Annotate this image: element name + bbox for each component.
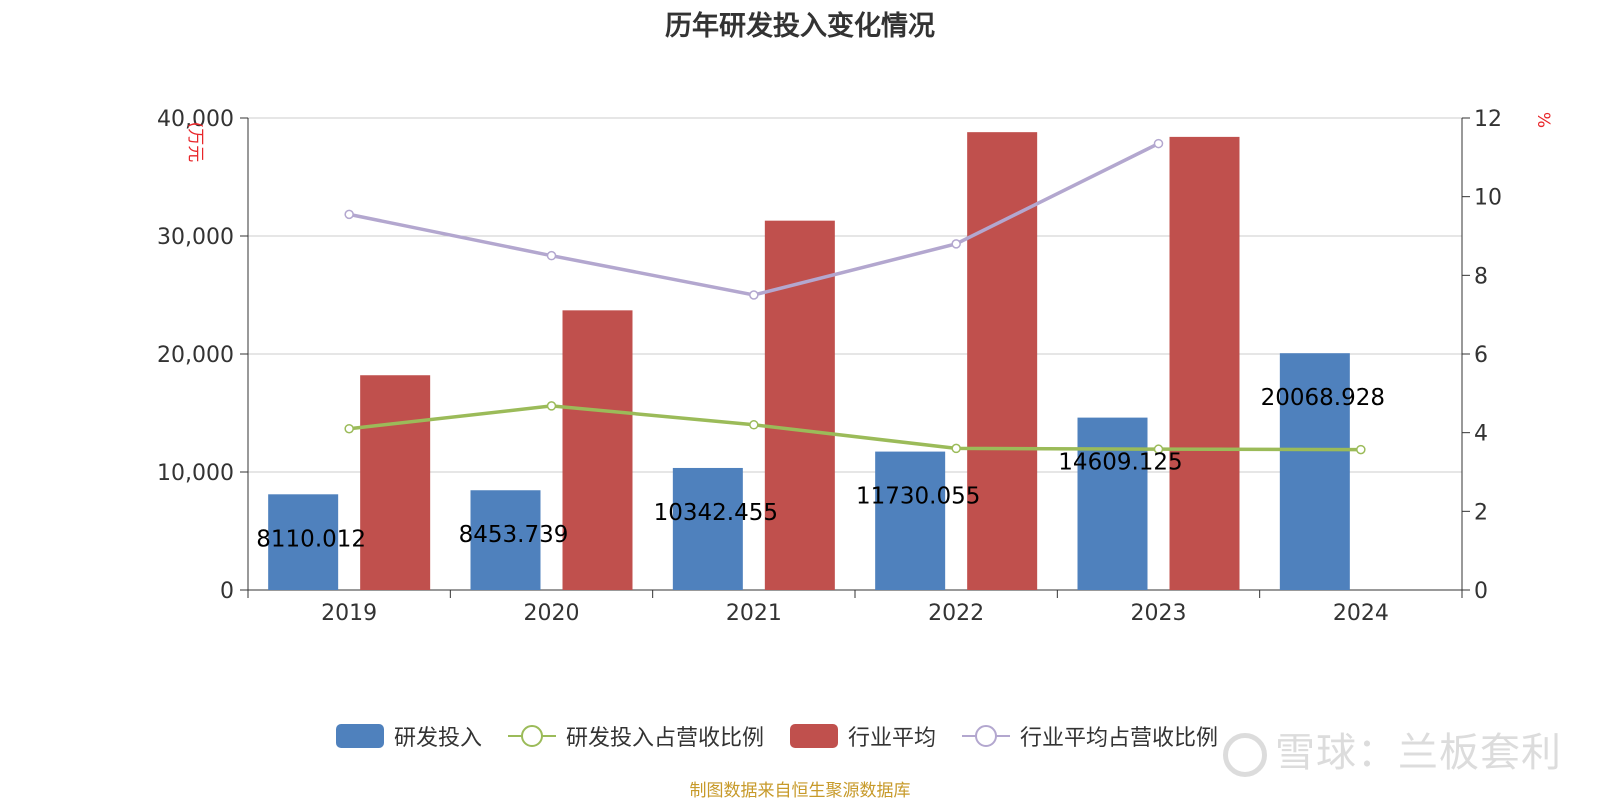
bar-rd-investment [470,490,541,590]
bar-data-label: 8110.012 [256,526,366,552]
bar-data-label: 11730.055 [856,484,980,510]
y-left-tick-label: 30,000 [157,225,234,250]
y-right-tick-label: 0 [1474,579,1488,604]
bar-data-label: 10342.455 [654,500,778,526]
legend-item-industry-average[interactable]: 行业平均 [790,720,936,752]
line-point-industry-ratio [344,209,354,220]
y-left-tick-label: 20,000 [157,343,234,368]
legend-item-rd-investment[interactable]: 研发投入 [336,720,482,752]
line-point-rd-ratio [344,423,354,434]
watermark: 雪球：兰板套利 [1223,720,1562,778]
legend-label: 行业平均 [848,726,937,751]
y-left-tick-label: 10,000 [157,461,234,486]
series-line-rd-ratio [348,404,1361,452]
line-point-rd-ratio [1153,444,1164,454]
legend-item-rd-ratio[interactable]: 研发投入占营收比例 [508,720,764,752]
line-point-rd-ratio [546,401,557,411]
line-point-rd-ratio [1356,444,1366,455]
y-right-tick-label: 4 [1474,422,1488,447]
x-tick-label: 2020 [524,601,580,626]
legend-label: 研发投入 [394,726,483,751]
x-tick-label: 2024 [1333,601,1389,626]
bar-data-label: 14609.125 [1058,450,1182,476]
line-point-industry-ratio [1153,138,1164,149]
snowball-logo-icon [1223,733,1267,777]
y-right-tick-label: 12 [1474,107,1502,132]
bar-industry-average [967,132,1038,590]
legend: 研发投入 研发投入占营收比例 行业平均 行业平均占营收比例 [336,716,1218,756]
y-right-tick-label: 10 [1474,186,1502,211]
y-right-axis-label: % [1533,112,1553,128]
y-left-axis-label: (万元 [185,122,205,163]
legend-label: 行业平均占营收比例 [1020,726,1219,751]
source-note: 制图数据来自恒生聚源数据库 [689,781,911,801]
legend-label: 研发投入占营收比例 [566,726,765,751]
line-point-industry-ratio [951,239,961,249]
chart-title: 历年研发投入变化情况 [665,11,935,42]
y-left-tick-label: 0 [220,579,234,604]
y-left-tick-label: 40,000 [157,107,234,132]
bar-data-label: 20068.928 [1261,385,1385,411]
legend-swatch-line-purple [962,725,1011,747]
bar-rd-investment [268,494,339,590]
x-tick-label: 2023 [1131,601,1187,626]
legend-item-industry-ratio[interactable]: 行业平均占营收比例 [962,720,1218,752]
y-right-tick-label: 2 [1474,500,1488,525]
bar-industry-average [1169,136,1240,590]
bar-data-label: 8453.739 [459,522,569,548]
legend-swatch-bar-red [790,724,839,748]
y-right-tick-label: 6 [1474,343,1488,368]
line-point-rd-ratio [749,420,759,430]
bar-rd-investment [672,467,743,590]
legend-swatch-bar-blue [336,724,384,748]
x-tick-label: 2019 [321,601,377,626]
x-tick-label: 2021 [726,601,782,626]
bar-rd-investment [1279,353,1350,590]
bar-rd-investment [875,451,946,590]
line-point-rd-ratio [951,443,961,454]
bar-rd-investment [1077,417,1148,590]
bar-industry-average [562,310,633,590]
line-point-industry-ratio [749,290,759,300]
line-point-industry-ratio [546,250,557,261]
y-right-tick-label: 8 [1474,264,1488,289]
x-tick-label: 2022 [928,601,984,626]
legend-swatch-line-green [508,725,557,747]
bar-industry-average [360,375,431,590]
